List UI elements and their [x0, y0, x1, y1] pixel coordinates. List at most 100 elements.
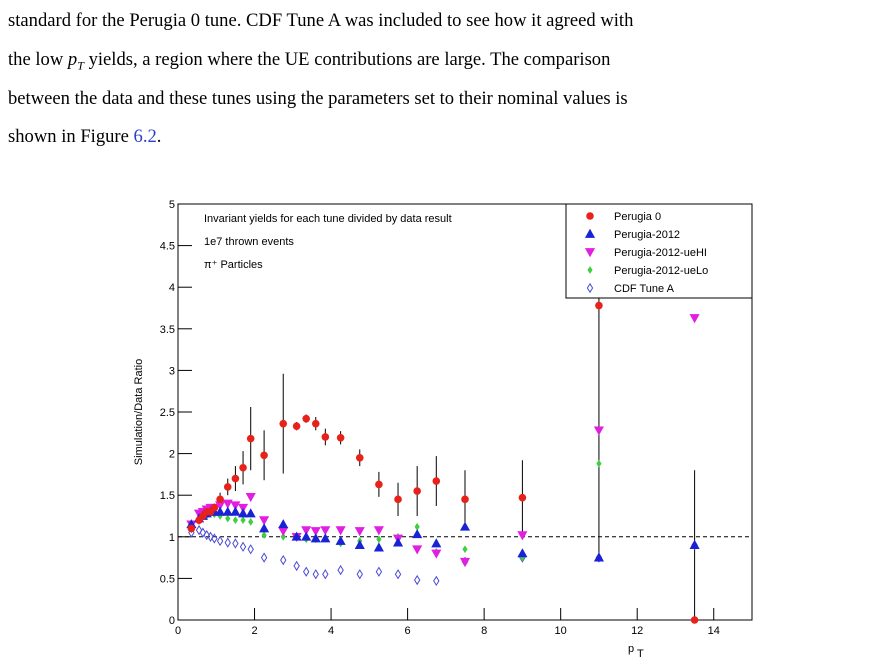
point [260, 552, 268, 563]
point [337, 564, 344, 576]
x-axis-label-sub: T [637, 648, 644, 660]
y-tick-label: 1 [169, 532, 175, 544]
point [354, 527, 365, 537]
x-tick-label: 2 [251, 625, 257, 637]
text: yields, a region where the UE contributi… [88, 49, 611, 70]
y-tick-label: 1.5 [160, 490, 175, 502]
paragraph-line: between the data and these tunes using t… [8, 88, 628, 109]
point [199, 527, 207, 538]
point [461, 495, 469, 504]
x-tick-label: 14 [708, 625, 720, 637]
point [517, 531, 528, 541]
point [238, 503, 249, 513]
point [246, 434, 255, 443]
point [593, 552, 604, 562]
point [394, 569, 402, 580]
point [431, 549, 442, 559]
point [291, 531, 302, 541]
point [222, 506, 233, 516]
point [459, 557, 471, 567]
point [230, 506, 241, 516]
point [593, 426, 604, 436]
y-tick-label: 5 [169, 199, 175, 211]
point [690, 616, 699, 624]
point [413, 574, 421, 586]
legend-label: Perugia-2012 [614, 229, 680, 241]
point [303, 566, 310, 577]
point [278, 527, 289, 537]
text: shown in Figure [8, 126, 129, 147]
text: the low [8, 49, 64, 70]
point [187, 524, 196, 533]
point [433, 575, 440, 587]
point [224, 537, 231, 548]
x-tick-label: 12 [631, 625, 643, 637]
point [310, 527, 321, 537]
point [596, 459, 602, 468]
annotation: 1e7 thrown events [204, 236, 294, 248]
point [222, 499, 233, 509]
point [239, 541, 247, 552]
point [375, 566, 383, 577]
point [312, 569, 319, 580]
x-tick-label: 0 [175, 625, 181, 637]
point [335, 526, 346, 536]
point [356, 569, 363, 580]
legend-label: CDF Tune A [614, 283, 675, 295]
point [230, 501, 241, 511]
point [335, 535, 346, 545]
point [392, 537, 404, 547]
point [207, 531, 214, 542]
y-tick-label: 2.5 [160, 407, 175, 419]
legend-box [565, 203, 753, 299]
point [301, 531, 312, 541]
y-axis-label: Simulation/Data Ratio [133, 359, 145, 465]
point [279, 419, 288, 428]
point [240, 516, 246, 525]
point [210, 503, 219, 512]
point [394, 495, 402, 504]
point [412, 529, 423, 539]
point [321, 433, 330, 441]
point [301, 526, 312, 536]
point [293, 560, 300, 572]
legend-marker [586, 212, 594, 220]
point [215, 506, 226, 516]
math: p [67, 49, 78, 70]
point [195, 524, 203, 536]
point [280, 554, 287, 566]
point [354, 539, 365, 549]
point [260, 451, 268, 460]
point [232, 538, 239, 549]
point [216, 495, 224, 504]
point [322, 569, 329, 580]
y-tick-label: 4.5 [160, 241, 175, 253]
point [431, 538, 442, 548]
point [376, 535, 382, 544]
point [373, 542, 384, 552]
point [459, 521, 471, 531]
point [216, 535, 224, 547]
point [689, 539, 700, 549]
x-tick-label: 6 [405, 625, 411, 637]
point [232, 516, 239, 525]
math-sub: T [77, 58, 84, 73]
point [689, 314, 700, 324]
y-tick-label: 3.5 [160, 324, 175, 336]
point [247, 544, 254, 555]
point [310, 533, 321, 543]
y-tick-label: 0 [169, 615, 175, 627]
legend-marker [584, 228, 596, 238]
y-tick-label: 2 [169, 449, 175, 461]
point [261, 531, 267, 540]
point [414, 522, 420, 531]
legend-label: Perugia 0 [614, 211, 661, 223]
figure-link[interactable]: 6.2 [133, 126, 157, 147]
paragraph-line: shown in Figure 6.2. [8, 126, 161, 148]
point [320, 526, 331, 536]
point [518, 493, 527, 502]
point [355, 453, 364, 462]
legend-marker [587, 266, 593, 274]
